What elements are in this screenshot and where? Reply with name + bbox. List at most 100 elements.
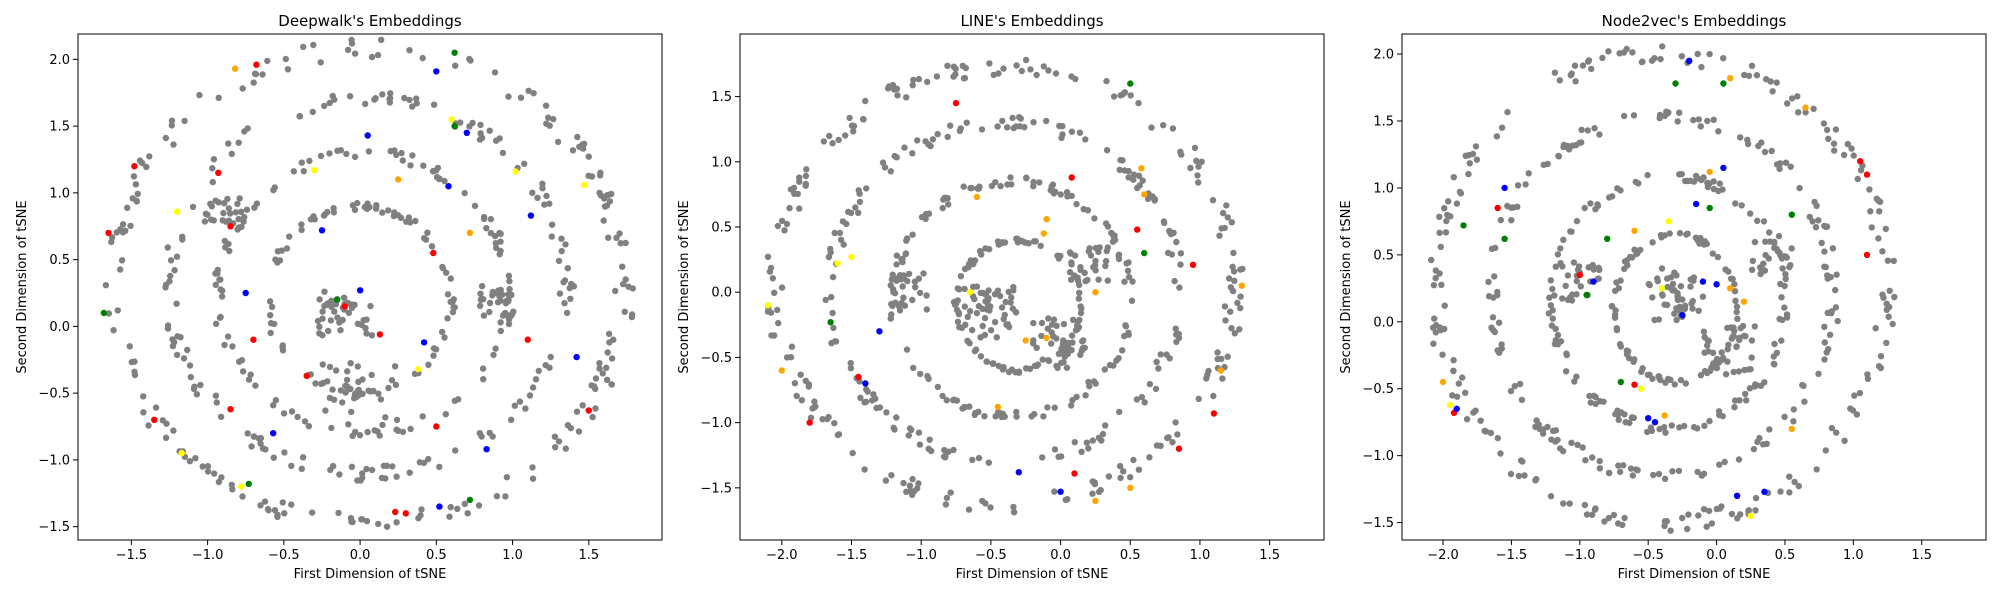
data-point: [796, 174, 803, 181]
data-point: [283, 245, 291, 252]
data-point: [364, 428, 371, 436]
data-point: [1172, 325, 1179, 332]
data-point: [1727, 275, 1735, 282]
data-point: [1581, 501, 1589, 509]
data-point: [245, 376, 253, 383]
data-point: [534, 194, 541, 201]
data-point: [903, 235, 911, 242]
data-point: [282, 55, 289, 63]
data-point: [413, 100, 420, 107]
data-point: [1571, 378, 1578, 385]
data-point: [420, 459, 428, 467]
data-point: [1465, 170, 1472, 178]
data-point: [1532, 423, 1539, 430]
data-point: [1644, 171, 1651, 179]
data-point: [541, 201, 548, 208]
data-point: [335, 509, 342, 517]
data-point: [1121, 278, 1128, 285]
data-point: [406, 469, 413, 476]
highlighted-point: [1071, 470, 1078, 477]
data-point: [1782, 159, 1790, 166]
highlighted-point: [436, 503, 443, 510]
data-point: [1596, 457, 1603, 465]
data-point: [973, 309, 981, 317]
data-point: [1567, 72, 1575, 79]
data-point: [279, 342, 286, 349]
data-point: [916, 441, 924, 448]
data-point: [1068, 259, 1075, 266]
data-point: [1710, 185, 1718, 193]
data-point: [1829, 245, 1837, 252]
data-point: [1671, 381, 1679, 388]
data-point: [232, 209, 239, 216]
x-axis: −2.0 −1.5 −1.0 −0.5 0.0 0.5 1.0 1.5: [766, 540, 1280, 563]
data-point: [950, 446, 957, 454]
data-point: [943, 397, 950, 404]
data-point: [379, 91, 386, 98]
data-point: [1068, 332, 1076, 339]
highlighted-point: [1138, 165, 1145, 172]
data-point: [592, 375, 600, 382]
data-point: [270, 454, 277, 461]
data-point: [1139, 177, 1146, 184]
data-point: [893, 261, 900, 268]
data-point: [1875, 235, 1882, 242]
data-point: [359, 470, 366, 477]
data-point: [336, 319, 343, 326]
data-point: [1117, 156, 1124, 164]
highlighted-point: [1672, 80, 1679, 87]
data-point: [894, 92, 901, 99]
y-tick-label: 2.0: [1373, 48, 1394, 63]
data-point: [419, 54, 426, 62]
data-point: [847, 209, 855, 217]
data-point: [173, 300, 180, 307]
data-point: [1678, 53, 1686, 60]
data-point: [389, 463, 396, 470]
data-point: [1228, 219, 1236, 226]
data-point: [296, 113, 303, 120]
data-point: [1514, 182, 1522, 189]
data-point: [167, 272, 174, 280]
data-point: [556, 290, 564, 297]
data-point: [349, 202, 357, 209]
data-point: [862, 398, 870, 405]
data-point: [1089, 437, 1097, 444]
data-point: [252, 382, 259, 389]
data-point: [1756, 434, 1763, 442]
data-point: [1230, 249, 1237, 257]
data-point: [1833, 429, 1840, 436]
data-point: [955, 309, 963, 317]
data-point: [362, 100, 369, 108]
data-point: [908, 426, 915, 434]
data-point: [1193, 157, 1200, 164]
data-point: [1043, 117, 1050, 125]
data-point: [1673, 316, 1680, 324]
data-point: [861, 466, 868, 473]
data-point: [1661, 112, 1669, 120]
data-point: [1432, 267, 1440, 274]
data-point: [1590, 266, 1598, 273]
data-point: [971, 347, 979, 355]
data-point: [1560, 500, 1567, 507]
highlighted-point: [512, 168, 519, 175]
x-tick-label: 1.5: [1259, 548, 1280, 563]
data-point: [1084, 276, 1091, 284]
data-point: [1760, 260, 1767, 267]
data-point: [860, 116, 867, 123]
data-point: [368, 371, 375, 379]
data-point: [891, 86, 898, 93]
data-point: [348, 463, 356, 470]
data-point: [1495, 319, 1503, 326]
data-point: [1733, 343, 1740, 350]
data-point: [452, 62, 459, 69]
data-point: [1135, 172, 1143, 179]
data-point: [1146, 454, 1153, 461]
data-point: [1880, 294, 1887, 301]
data-point: [1616, 468, 1624, 476]
data-point: [505, 298, 512, 305]
data-point: [346, 93, 354, 100]
data-point: [574, 133, 581, 141]
data-point: [441, 334, 448, 341]
data-point: [862, 97, 869, 105]
data-point: [619, 263, 626, 270]
